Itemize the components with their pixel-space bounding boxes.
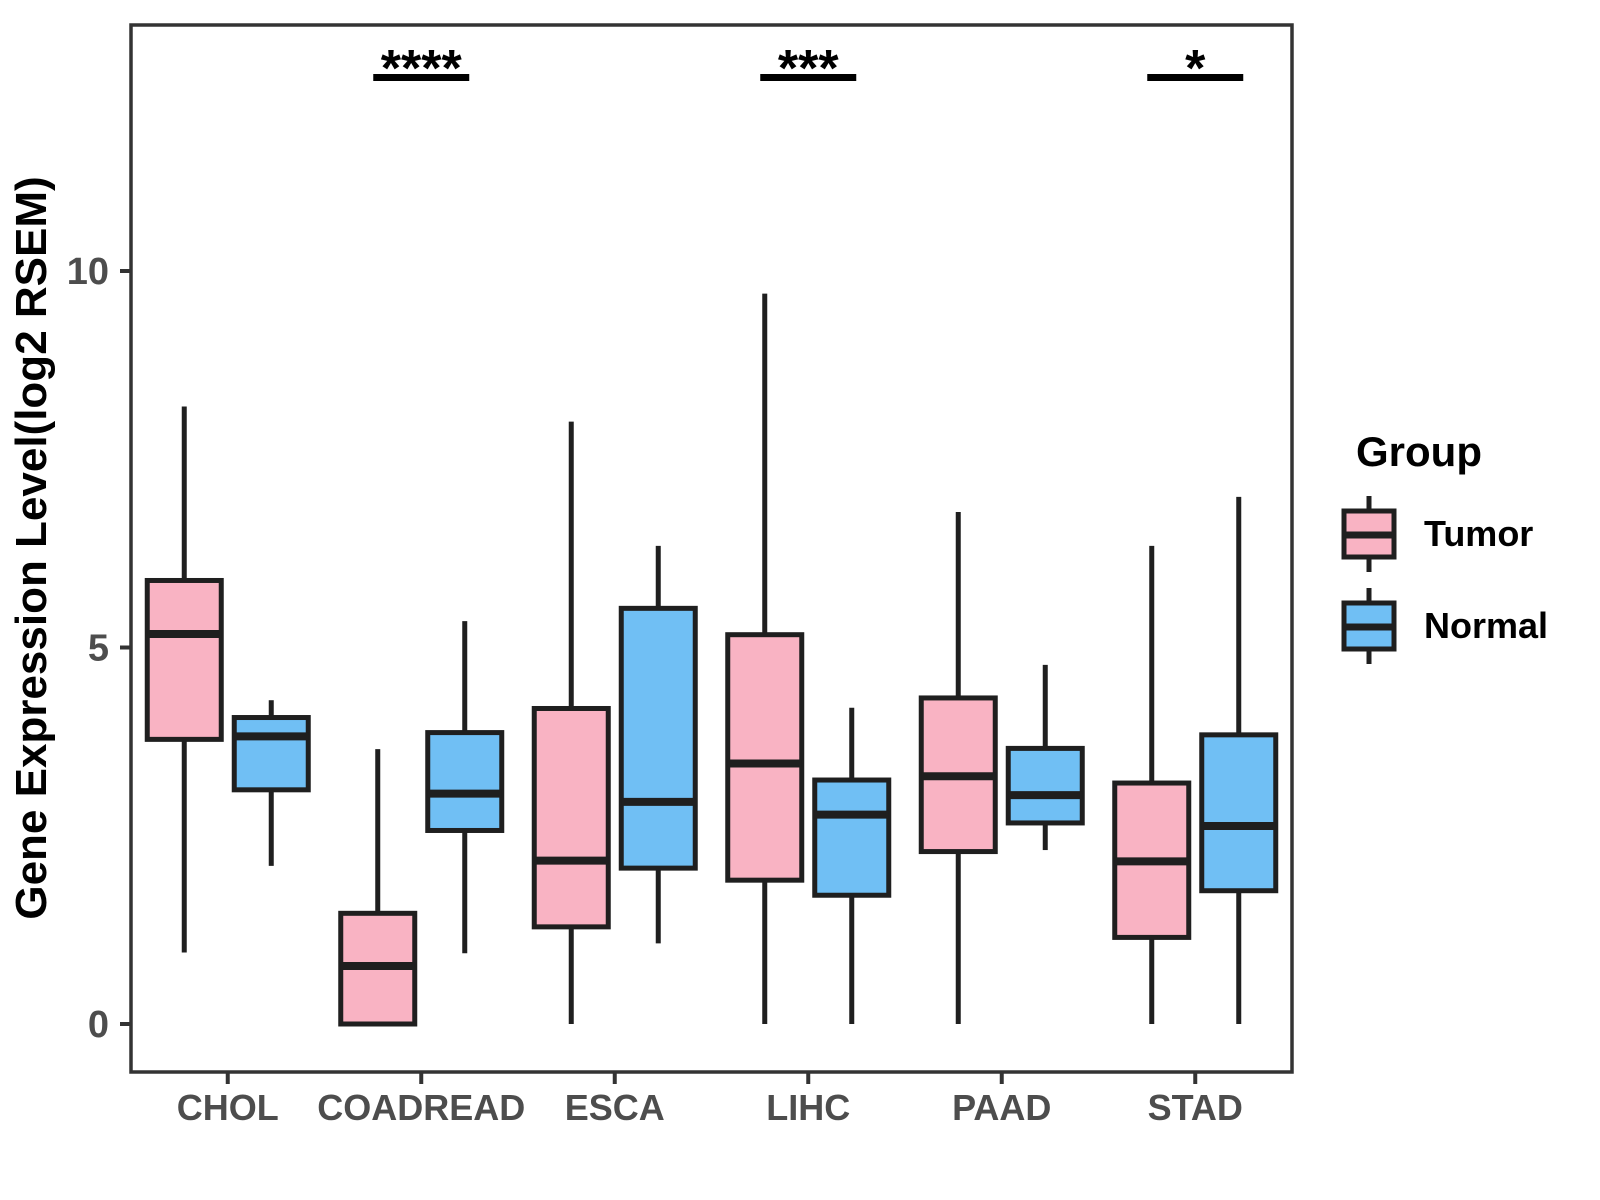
box-PAAD-Normal [1005, 745, 1085, 826]
tumor-boxplot-glyph-icon [1341, 496, 1397, 572]
x-tick-label-COADREAD: COADREAD [317, 1087, 525, 1128]
legend-item-normal: Normal [1338, 586, 1590, 666]
x-tick-label-PAAD: PAAD [952, 1087, 1051, 1128]
significance-label-LIHC: *** [778, 40, 839, 98]
y-tick-label-0: 0 [88, 1004, 109, 1046]
box-LIHC-Normal [812, 777, 892, 898]
panel-border [129, 23, 1294, 1074]
significance-line-STAD [1147, 74, 1244, 81]
y-tick-label-10: 10 [67, 251, 109, 293]
box-LIHC-Tumor [725, 632, 805, 883]
box-CHOL-Tumor [144, 577, 224, 742]
legend: Group Tumor Normal [1330, 428, 1590, 678]
legend-label-normal: Normal [1424, 605, 1549, 646]
box-COADREAD-Normal [425, 730, 505, 833]
legend-label-tumor: Tumor [1424, 513, 1534, 554]
normal-boxplot-glyph-icon [1341, 588, 1397, 664]
significance-label-STAD: * [1185, 40, 1206, 98]
x-tick-label-CHOL: CHOL [177, 1087, 279, 1128]
x-tick-label-ESCA: ESCA [565, 1087, 665, 1128]
x-tick-label-STAD: STAD [1148, 1087, 1243, 1128]
x-tick-label-LIHC: LIHC [766, 1087, 850, 1128]
box-ESCA-Tumor [531, 705, 611, 930]
legend-title: Group [1356, 428, 1482, 475]
legend-item-tumor: Tumor [1338, 494, 1590, 574]
significance-line-LIHC [760, 74, 857, 81]
box-ESCA-Normal [618, 605, 698, 871]
y-axis-title: Gene Expression Level(log2 RSEM) [7, 176, 56, 919]
significance-label-COADREAD: **** [381, 40, 463, 98]
box-CHOL-Normal [231, 715, 311, 793]
y-tick-label-5: 5 [88, 628, 109, 670]
box-STAD-Normal [1199, 732, 1279, 894]
significance-line-COADREAD [373, 74, 470, 81]
